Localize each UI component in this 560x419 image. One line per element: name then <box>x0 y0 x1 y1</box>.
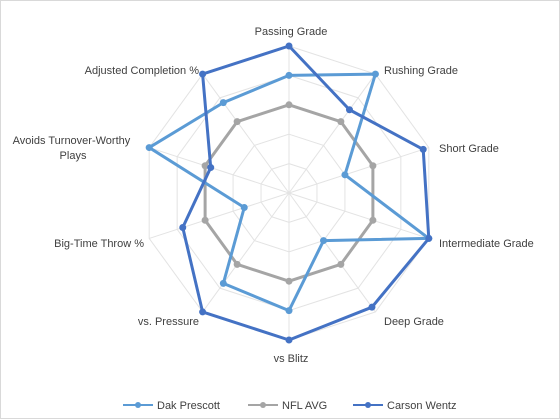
data-point-carson-wentz-3[interactable] <box>419 145 427 153</box>
grid-spoke-5 <box>288 192 376 313</box>
legend-marker-carson-wentz <box>365 402 371 408</box>
data-point-dak-prescott-5[interactable] <box>320 237 328 245</box>
grid-spoke-8 <box>149 192 290 239</box>
axis-label-line-1: Avoids Turnover-Worthy <box>13 135 131 147</box>
data-point-carson-wentz-8[interactable] <box>179 224 187 232</box>
axis-label-rushing-grade: Rushing Grade <box>384 65 458 77</box>
data-point-carson-wentz-6[interactable] <box>285 336 293 344</box>
grid-spoke-2 <box>288 73 376 194</box>
legend-item-nfl-avg[interactable]: NFL AVG <box>248 400 327 412</box>
data-point-nfl-avg-1[interactable] <box>285 101 293 109</box>
radar-grid <box>148 45 430 341</box>
series-layer <box>145 42 433 344</box>
legend-marker-dak-prescott <box>135 402 141 408</box>
data-point-nfl-avg-10[interactable] <box>233 118 241 126</box>
data-point-dak-prescott-7[interactable] <box>219 279 227 287</box>
axis-label-short-grade: Short Grade <box>439 143 499 155</box>
data-point-nfl-avg-8[interactable] <box>201 216 209 224</box>
data-point-dak-prescott-1[interactable] <box>285 71 293 79</box>
legend: Dak Prescott NFL AVG Carson Wentz <box>123 400 457 412</box>
data-point-nfl-avg-7[interactable] <box>233 260 241 268</box>
legend-item-carson-wentz[interactable]: Carson Wentz <box>353 400 457 412</box>
data-point-nfl-avg-3[interactable] <box>369 162 377 170</box>
data-point-carson-wentz-4[interactable] <box>425 234 433 242</box>
grid-spoke-10 <box>202 73 290 194</box>
data-point-dak-prescott-6[interactable] <box>285 307 293 315</box>
axis-label-intermediate-grade: Intermediate Grade <box>439 238 534 250</box>
axis-label-vs-pressure: vs. Pressure <box>138 316 199 328</box>
axis-label-big-time-throw: Big-Time Throw % <box>54 238 144 250</box>
legend-label-carson-wentz: Carson Wentz <box>387 400 457 412</box>
axis-label-passing-grade: Passing Grade <box>255 26 328 38</box>
data-point-carson-wentz-5[interactable] <box>368 303 376 311</box>
axis-label-avoids-turnover-worthy-plays: Avoids Turnover-Worthy Plays <box>13 135 134 162</box>
data-point-nfl-avg-9[interactable] <box>201 162 209 170</box>
legend-marker-nfl-avg <box>260 402 266 408</box>
data-point-dak-prescott-2[interactable] <box>371 70 379 78</box>
legend-label-dak-prescott: Dak Prescott <box>157 400 220 412</box>
grid-spoke-9 <box>149 147 290 194</box>
axis-label-line-2: Plays <box>60 150 87 162</box>
grid-spoke-3 <box>288 147 429 194</box>
data-point-carson-wentz-2[interactable] <box>345 106 353 114</box>
data-point-dak-prescott-9[interactable] <box>145 144 153 152</box>
legend-item-dak-prescott[interactable]: Dak Prescott <box>123 400 220 412</box>
data-point-nfl-avg-5[interactable] <box>337 260 345 268</box>
data-point-carson-wentz-1[interactable] <box>285 42 293 50</box>
data-point-dak-prescott-3[interactable] <box>341 171 349 179</box>
data-point-nfl-avg-2[interactable] <box>337 118 345 126</box>
axis-label-adjusted-completion: Adjusted Completion % <box>85 65 200 77</box>
grid-spoke-7 <box>202 192 290 313</box>
data-point-nfl-avg-6[interactable] <box>285 277 293 285</box>
data-point-dak-prescott-8[interactable] <box>240 204 248 212</box>
axis-labels: Passing Grade Rushing Grade Short Grade … <box>13 26 534 365</box>
axis-label-deep-grade: Deep Grade <box>384 316 444 328</box>
legend-label-nfl-avg: NFL AVG <box>282 400 327 412</box>
data-point-carson-wentz-10[interactable] <box>199 70 207 78</box>
grid-spoke-4 <box>288 192 429 239</box>
data-point-carson-wentz-7[interactable] <box>199 308 207 316</box>
data-point-carson-wentz-9[interactable] <box>207 164 215 172</box>
data-point-dak-prescott-10[interactable] <box>219 99 227 107</box>
data-point-nfl-avg-4[interactable] <box>369 216 377 224</box>
axis-label-vs-blitz: vs Blitz <box>274 353 309 365</box>
